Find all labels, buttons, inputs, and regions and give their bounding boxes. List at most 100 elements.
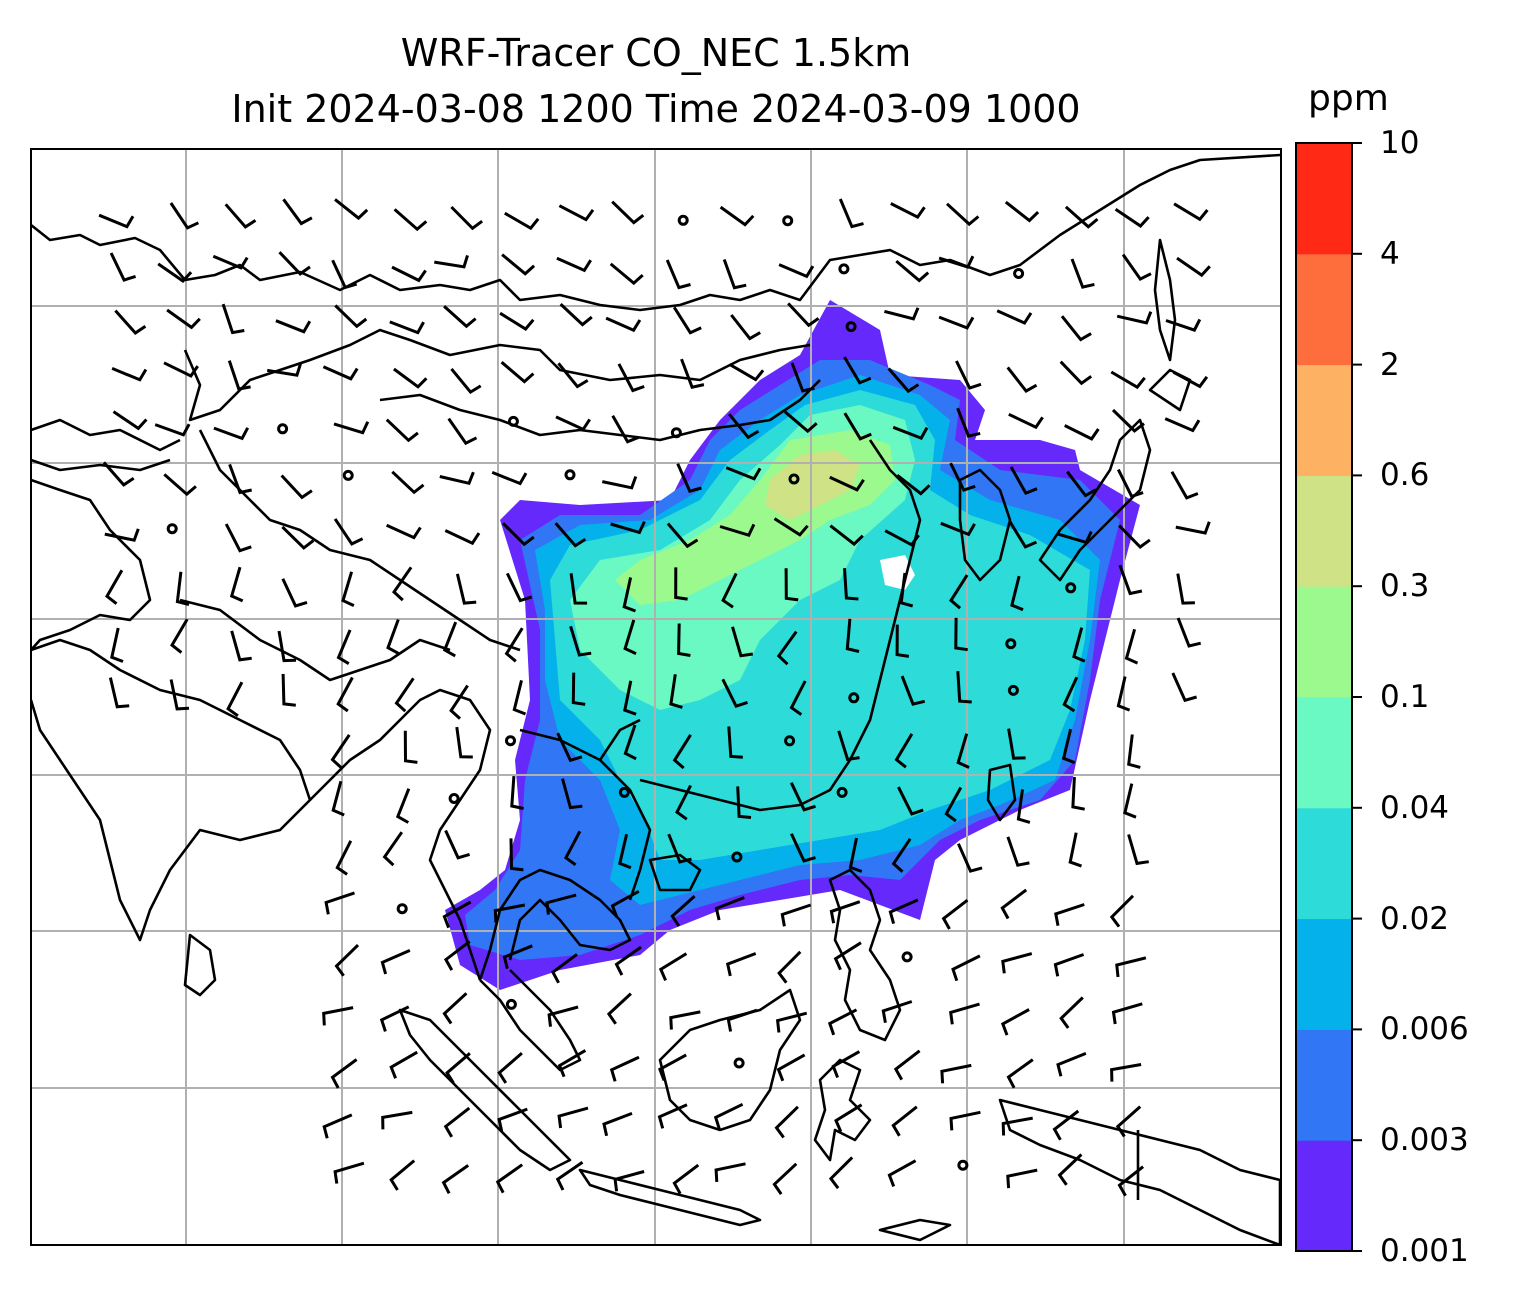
- wind-barb: [391, 470, 425, 495]
- wind-barb: [379, 1005, 410, 1032]
- wind-barb: [447, 417, 478, 446]
- colorbar-segment: [1296, 1140, 1352, 1252]
- wind-barb: [281, 578, 308, 608]
- wind-barb: [331, 259, 358, 290]
- calm-wind-marker: [677, 214, 689, 226]
- wind-barb: [776, 630, 798, 666]
- wind-barbs: [98, 198, 1211, 1197]
- colorbar-segment: [1296, 364, 1352, 476]
- wind-barb: [393, 208, 428, 232]
- wind-barb: [1001, 952, 1033, 974]
- wind-barb: [895, 259, 930, 283]
- colorbar: [1296, 142, 1362, 1252]
- wind-barb: [843, 412, 872, 441]
- wind-barb: [938, 315, 975, 330]
- wind-barb: [784, 568, 799, 602]
- wind-barb: [443, 940, 471, 971]
- wind-barb: [1118, 524, 1151, 549]
- wind-barb: [772, 1162, 798, 1195]
- border-china-west: [198, 429, 521, 652]
- wind-barb: [230, 630, 252, 662]
- wind-barb: [334, 304, 368, 329]
- wind-barb: [731, 626, 754, 658]
- wind-barb: [170, 618, 189, 654]
- wind-barb: [545, 893, 577, 915]
- wind-barb: [956, 733, 970, 769]
- wind-barb: [669, 1010, 701, 1030]
- wind-barb: [940, 1063, 972, 1084]
- wind-barb: [892, 425, 929, 440]
- wind-barb: [896, 474, 931, 496]
- wind-barb: [949, 574, 969, 610]
- wind-barb: [444, 829, 471, 860]
- wind-barb: [719, 205, 755, 227]
- wind-barb: [773, 517, 809, 537]
- calm-wind-marker: [957, 1159, 969, 1171]
- wind-barb: [726, 1008, 758, 1032]
- wind-barb: [334, 198, 369, 221]
- wind-barb: [1127, 834, 1150, 866]
- coastline-siberia-inner: [183, 328, 811, 422]
- colorbar-tick-label: 0.6: [1380, 457, 1430, 494]
- wind-barb: [623, 680, 637, 716]
- wind-barb: [1172, 370, 1209, 389]
- wind-barb: [442, 992, 468, 1025]
- wind-barb: [677, 623, 691, 657]
- calm-wind-marker: [166, 523, 178, 535]
- wind-barb: [891, 1105, 918, 1137]
- wind-barb: [550, 953, 578, 984]
- wind-barb: [848, 837, 863, 873]
- wind-barb: [787, 302, 820, 328]
- wind-barb: [382, 831, 404, 867]
- wind-barb: [672, 1163, 700, 1195]
- wind-barb: [1016, 789, 1031, 824]
- wind-barb: [389, 1159, 416, 1191]
- wind-barb: [611, 200, 645, 225]
- wind-barb: [336, 629, 352, 665]
- wind-barb: [778, 263, 815, 279]
- wind-barb: [829, 900, 861, 924]
- colorbar-tick-label: 0.001: [1380, 1233, 1469, 1269]
- colorbar-segment: [1296, 1029, 1352, 1141]
- wind-barb: [949, 462, 976, 492]
- wind-barb: [956, 407, 981, 438]
- wind-barb: [1008, 412, 1044, 430]
- wind-barb: [554, 522, 587, 548]
- wind-barb: [780, 903, 812, 927]
- wind-barb: [956, 671, 972, 704]
- wind-barb: [280, 474, 313, 500]
- calm-wind-marker: [564, 469, 576, 481]
- coastline-taiwan: [986, 763, 1017, 822]
- wind-barb: [725, 952, 757, 977]
- wind-barb: [1064, 205, 1099, 229]
- coastline-sumatra: [398, 1008, 572, 1172]
- wind-barb: [1054, 903, 1085, 926]
- wind-barb: [666, 522, 699, 549]
- wind-barb: [163, 473, 197, 497]
- wind-barb: [1052, 1109, 1080, 1141]
- wind-barb: [381, 1110, 413, 1130]
- wind-barb: [789, 782, 816, 812]
- wind-barb: [1071, 776, 1085, 811]
- coastline-timor: [878, 1218, 952, 1242]
- wind-barb: [227, 360, 251, 391]
- coastline-myanmar: [309, 688, 492, 981]
- wind-barb: [278, 251, 311, 276]
- wind-barb: [614, 945, 642, 976]
- border-himalaya: [179, 598, 451, 682]
- wind-barb: [455, 573, 477, 605]
- wind-barb: [1176, 573, 1195, 605]
- wind-barb: [719, 523, 756, 538]
- wind-barb: [1123, 783, 1137, 819]
- wind-barb: [504, 627, 524, 663]
- wind-barb: [1009, 466, 1038, 495]
- wind-barb: [1001, 1116, 1033, 1136]
- wind-barb: [556, 256, 592, 273]
- calm-wind-marker: [848, 692, 860, 704]
- wind-barb: [1062, 676, 1079, 713]
- coastline-hainan: [648, 853, 702, 892]
- wind-barb: [434, 254, 469, 269]
- wind-barb: [1171, 672, 1198, 703]
- wind-barb: [275, 319, 312, 334]
